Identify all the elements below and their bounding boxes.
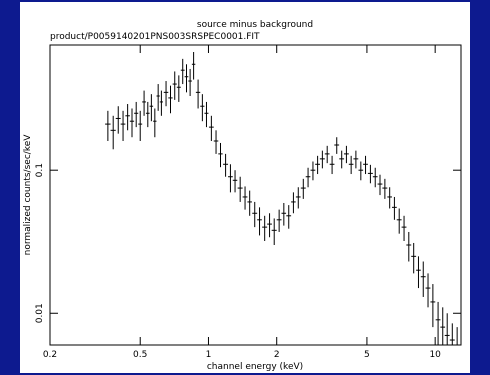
x-tick-label: 0.5 [133, 350, 147, 360]
x-tick-label: 2 [274, 350, 280, 360]
chart-subtitle: product/P0059140201PNS003SRSPEC0001.FIT [50, 32, 260, 42]
x-tick-label: 0.2 [43, 350, 57, 360]
x-axis-label: channel energy (keV) [207, 362, 303, 372]
axes-frame [49, 44, 462, 346]
chart-title: source minus background [197, 20, 313, 30]
x-tick-label: 10 [429, 350, 441, 360]
x-tick-label: 1 [206, 350, 212, 360]
y-tick-label: 0.01 [35, 303, 45, 323]
y-tick-label: 0.1 [35, 163, 45, 177]
y-axis-label: normalized counts/sec/keV [23, 134, 33, 256]
x-tick-label: 5 [364, 350, 370, 360]
